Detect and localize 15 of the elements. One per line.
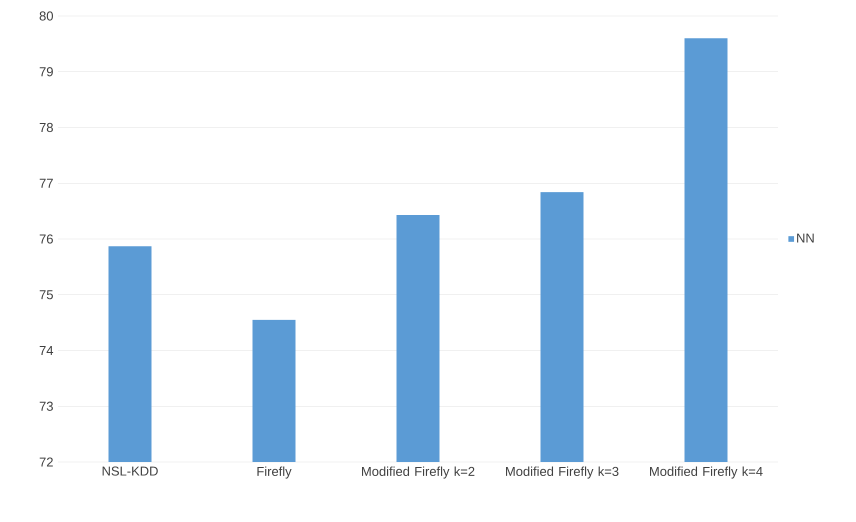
y-tick-label: 75 [40, 290, 53, 300]
y-tick-label: 80 [40, 11, 53, 21]
y-tick-label: 74 [40, 346, 54, 355]
x-tick-label: NSL-KDD [102, 466, 158, 476]
x-tick-label: Modified Firefly k=2 [362, 466, 474, 479]
x-tick-label: Firefly [257, 466, 292, 479]
y-tick-label: 78 [40, 122, 53, 132]
y-tick-label: 76 [40, 234, 53, 244]
y-tick-label: 72 [40, 457, 53, 467]
legend-label: NN [797, 234, 814, 242]
y-tick-label: 77 [40, 178, 53, 188]
y-tick-label: 73 [40, 402, 53, 411]
x-tick-label: Modified Firefly k=3 [506, 466, 618, 479]
x-tick-label: Modified Firefly k=4 [650, 466, 763, 479]
y-tick-label: 79 [40, 67, 53, 76]
